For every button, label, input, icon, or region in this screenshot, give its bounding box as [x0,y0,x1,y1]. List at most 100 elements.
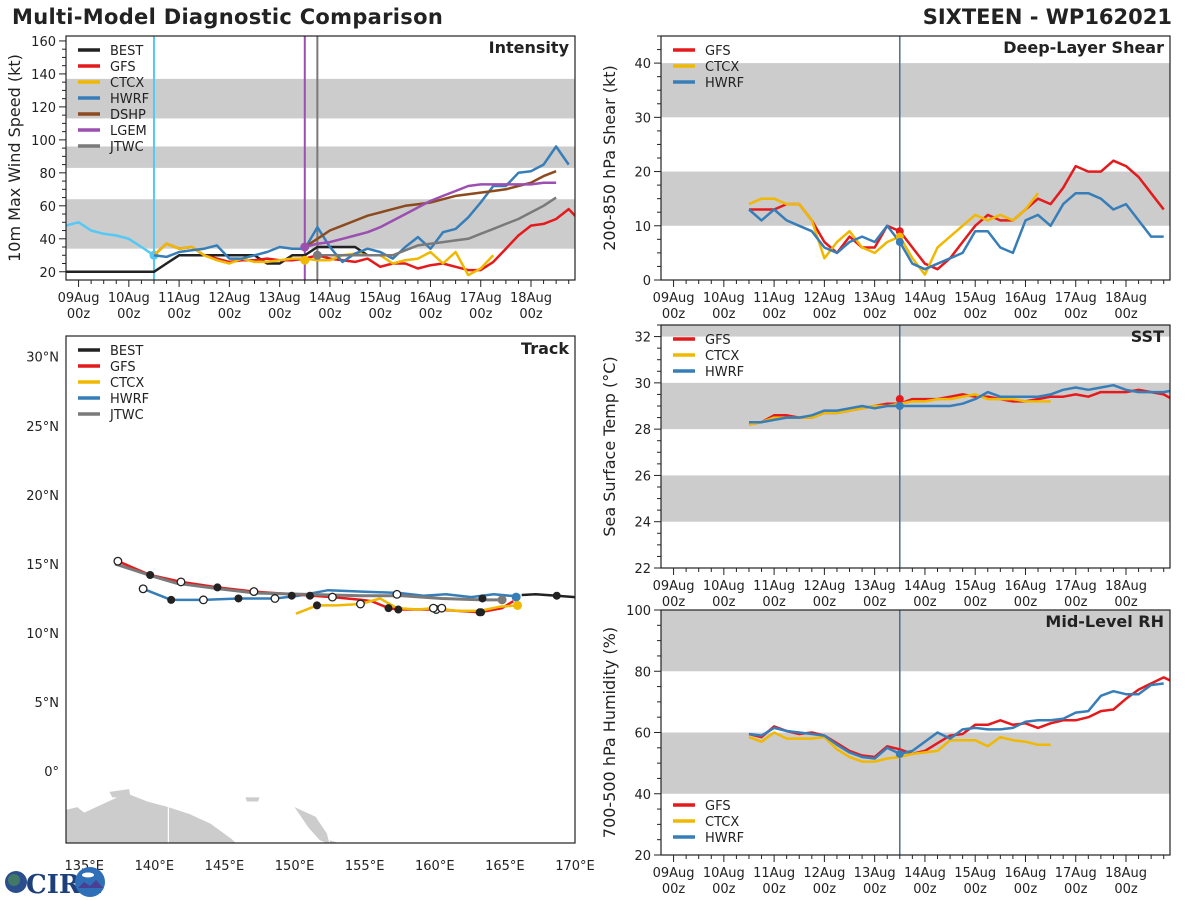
x-tick-label-date: 17Aug [1055,866,1097,881]
legend-label-best: BEST [110,344,143,359]
x-tick-label-time: 00z [1064,882,1088,897]
x-tick-label: 150°E [275,859,315,874]
y-tick-label: 10°N [26,627,59,642]
track-marker-filled [146,570,155,579]
x-tick-label-time: 00z [662,882,686,897]
legend-label-jtwc: JTWC [109,140,144,155]
x-tick-label-date: 09Aug [653,866,695,881]
track-marker-open [437,603,447,613]
x-tick-label-time: 00z [1014,307,1038,322]
init-marker-hwrf [895,402,904,410]
legend-label-hwrf: HWRF [110,392,149,407]
x-tick-label-time: 00z [1014,595,1038,610]
series-marker-ctcx [300,255,310,265]
x-tick-label-date: 11Aug [753,866,795,881]
x-tick-label: 160°E [415,859,455,874]
x-tick-label-time: 00z [469,307,493,322]
track-marker-open [270,594,280,603]
y-tick-label: 30°N [26,351,59,366]
panel-shear: 09Aug00z10Aug00z11Aug00z12Aug00z13Aug00z… [600,35,1171,322]
x-tick-label-date: 10Aug [703,866,745,881]
track-line-hwrf [142,587,521,602]
init-marker-hwrf [895,749,904,758]
x-tick-label-date: 10Aug [703,291,745,306]
legend-label-ctcx: CTCX [110,376,144,391]
legend-label-gfs: GFS [705,44,731,59]
x-tick-label-time: 00z [1114,307,1138,322]
x-tick-label-date: 13Aug [854,579,896,594]
panel-title: Mid-Level RH [1045,612,1164,631]
x-tick-label-time: 00z [762,595,786,610]
x-tick-label-date: 13Aug [854,291,896,306]
track-marker-open [356,599,365,609]
panel-title: Deep-Layer Shear [1003,38,1164,57]
track-end-marker-ctcx [513,600,523,610]
x-tick-label-date: 16Aug [1005,866,1047,881]
x-tick-label-date: 11Aug [753,579,795,594]
x-tick-label-date: 17Aug [460,291,502,306]
y-tick-label: 26 [634,469,651,484]
map-area [66,556,575,843]
track-marker-filled [478,594,487,603]
figure-title: Multi-Model Diagnostic Comparison [12,5,444,29]
x-tick-label-time: 00z [1064,307,1088,322]
x-tick-label-date: 09Aug [653,291,695,306]
y-tick-label: 40 [634,57,651,72]
shaded-band [661,475,1170,522]
x-tick-label-date: 12Aug [803,866,845,881]
x-tick-label-time: 00z [913,882,937,897]
land-bougainville [329,840,339,843]
x-tick-label-time: 00z [1014,882,1038,897]
x-tick-label-time: 00z [913,595,937,610]
x-tick-label-date: 09Aug [58,291,100,306]
x-tick-label-date: 12Aug [803,579,845,594]
legend-label-gfs: GFS [705,799,731,814]
y-tick-label: 30 [634,111,651,126]
y-tick-label: 40 [634,788,651,803]
y-tick-label: 140 [31,68,56,83]
x-tick-label-time: 00z [863,307,887,322]
x-tick-label-date: 17Aug [1055,291,1097,306]
track-marker-filled [552,591,561,600]
x-tick-label-time: 00z [863,882,887,897]
x-tick-label-time: 00z [1114,882,1138,897]
x-tick-label-time: 00z [662,595,686,610]
y-tick-label: 100 [31,134,56,149]
y-tick-label: 25°N [26,420,59,435]
x-tick-label-date: 11Aug [158,291,200,306]
panel-track: 135°E 140°E 145°E 150°E 155°E 160°E 165°E 170°E… [26,335,595,874]
x-tick-label: 155°E [345,859,385,874]
series-line-hwrf [748,682,1164,760]
plot-area [748,610,1170,855]
x-tick-label-time: 00z [813,882,837,897]
x-tick-label-date: 14Aug [309,291,351,306]
x-tick-label-time: 00z [813,595,837,610]
plot-area [66,36,575,280]
x-tick-label-time: 00z [67,307,91,322]
x-tick-label-time: 00z [268,307,292,322]
x-tick-label-time: 00z [662,307,686,322]
x-tick-label-date: 13Aug [259,291,301,306]
x-tick-label-time: 00z [762,307,786,322]
x-tick-label-time: 00z [167,307,191,322]
legend-label-jtwc: JTWC [109,408,144,423]
x-tick-label-date: 15Aug [954,579,996,594]
land-manus [245,797,260,802]
legend-label-ctcx: CTCX [705,815,739,830]
x-tick-label-date: 12Aug [803,291,845,306]
x-tick-label: 170°E [555,859,595,874]
x-tick-label-date: 14Aug [904,291,946,306]
legend-label-ctcx: CTCX [110,76,144,91]
x-tick-label-time: 00z [1064,595,1088,610]
legend-label-dshp: DSHP [110,108,146,123]
x-tick-label-date: 18Aug [1105,291,1147,306]
y-tick-label: 20 [39,266,56,281]
legend-label-best: BEST [110,44,143,59]
track-end-marker-jtwc [497,595,507,605]
x-tick-label-date: 10Aug [703,579,745,594]
series-line-hwrf [153,145,570,264]
x-tick-label-date: 16Aug [1005,291,1047,306]
series-line-jtwc [317,196,557,257]
panel-title: SST [1131,327,1164,346]
